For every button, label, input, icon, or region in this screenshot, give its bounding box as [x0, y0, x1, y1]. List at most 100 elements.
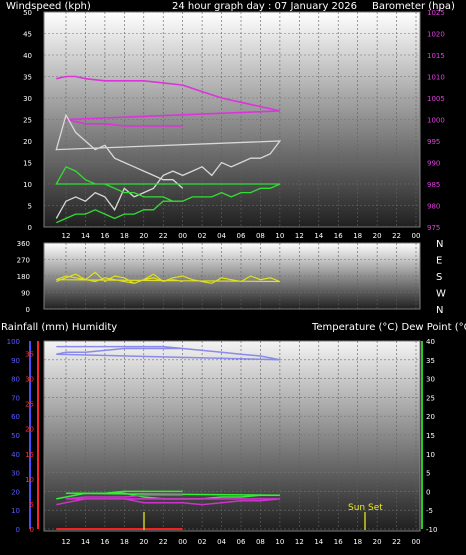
temperature-tick-label: -5: [426, 507, 433, 515]
humidity-tick-label: 30: [11, 470, 20, 478]
temperature-line: [56, 490, 280, 500]
time-tick-label: 00: [412, 232, 421, 240]
humidity-tick-label: 40: [11, 451, 20, 459]
time-tick-label: 02: [198, 538, 207, 546]
humidity-tick-label: 70: [11, 394, 20, 402]
time-tick-label: 10: [275, 538, 284, 546]
temperature-tick-label: 40: [426, 338, 435, 346]
time-tick-label: 16: [100, 538, 109, 546]
direction-tick-label: 0: [26, 306, 30, 314]
compass-label: N: [436, 239, 443, 250]
windspeed-tick-label: 35: [23, 74, 32, 82]
direction-tick-label: 360: [17, 240, 30, 248]
barometer-tick-label: 1005: [427, 95, 445, 103]
time-tick-label: 14: [314, 538, 323, 546]
time-tick-label: 22: [392, 538, 401, 546]
time-tick-label: 00: [412, 538, 421, 546]
barometer-tick-label: 1015: [427, 52, 445, 60]
time-tick-label: 20: [373, 538, 382, 546]
barometer-tick-label: 1020: [427, 31, 445, 39]
time-tick-label: 14: [314, 232, 323, 240]
time-tick-label: 08: [256, 232, 265, 240]
time-tick-label: 14: [81, 232, 90, 240]
chart-title: 24 hour graph day : 07 January 2026: [172, 1, 357, 12]
compass-label: E: [436, 256, 442, 267]
humidity-tick-label: 10: [11, 507, 20, 515]
compass-label: N: [436, 305, 443, 316]
temperature-tick-label: 35: [426, 357, 435, 365]
time-tick-label: 18: [120, 232, 129, 240]
windspeed-tick-label: 5: [28, 203, 32, 211]
rainfall-tick-label: 25: [25, 401, 34, 409]
windspeed-tick-label: 15: [23, 160, 32, 168]
windspeed-tick-label: 10: [23, 181, 32, 189]
dew-point-line: [56, 494, 280, 506]
time-tick-label: 04: [217, 232, 226, 240]
rainfall-tick-label: 35: [25, 351, 34, 359]
time-tick-label: 00: [178, 232, 187, 240]
compass-label: S: [436, 272, 442, 283]
time-tick-label: 18: [353, 538, 362, 546]
wind-gust-line: [55, 113, 282, 219]
humidity-tick-label: 0: [16, 526, 20, 534]
time-tick-label: 12: [62, 538, 71, 546]
windspeed-tick-label: 40: [23, 52, 32, 60]
time-tick-label: 14: [81, 538, 90, 546]
time-tick-label: 20: [139, 538, 148, 546]
time-tick-label: 10: [275, 232, 284, 240]
time-tick-label: 18: [120, 538, 129, 546]
rainfall-tick-label: 30: [25, 376, 34, 384]
temperature-tick-label: 0: [426, 488, 430, 496]
time-tick-label: 16: [334, 538, 343, 546]
windspeed-tick-label: 25: [23, 117, 32, 125]
top-left-axis-label: Windspeed (kph): [6, 1, 91, 12]
temperature-tick-label: 5: [426, 470, 430, 478]
time-tick-label: 16: [100, 232, 109, 240]
time-tick-label: 22: [159, 538, 168, 546]
rainfall-tick-label: 10: [25, 476, 34, 484]
compass-label: W: [436, 289, 446, 300]
time-tick-label: 12: [295, 538, 304, 546]
barometer-tick-label: 995: [427, 138, 440, 146]
top-right-axis-label: Barometer (hpa): [372, 1, 455, 12]
humidity-tick-label: 90: [11, 357, 20, 365]
time-tick-label: 12: [295, 232, 304, 240]
time-tick-label: 04: [217, 538, 226, 546]
rainfall-tick-label: 0: [30, 526, 34, 534]
time-tick-label: 00: [178, 538, 187, 546]
windspeed-tick-label: 45: [23, 31, 32, 39]
time-tick-label: 22: [159, 232, 168, 240]
rainfall-tick-label: 15: [25, 451, 34, 459]
barometer-tick-label: 1025: [427, 9, 445, 17]
humidity-tick-label: 80: [11, 376, 20, 384]
wind-direction-line: [56, 271, 281, 284]
barometer-tick-label: 990: [427, 160, 440, 168]
rainfall-tick-label: 20: [25, 426, 34, 434]
time-tick-label: 22: [392, 232, 401, 240]
time-tick-label: 08: [256, 538, 265, 546]
sunset-annotation: Sun Set: [348, 503, 383, 513]
temperature-tick-label: 10: [426, 451, 435, 459]
windspeed-tick-label: 20: [23, 138, 32, 146]
time-tick-label: 20: [139, 232, 148, 240]
temperature-tick-label: 15: [426, 432, 435, 440]
time-tick-label: 02: [198, 232, 207, 240]
time-tick-label: 20: [373, 232, 382, 240]
temperature-tick-label: 25: [426, 394, 435, 402]
bottom-right-axis-label: Temperature (°C) Dew Point (°C): [311, 322, 466, 333]
humidity-tick-label: 50: [11, 432, 20, 440]
windspeed-tick-label: 0: [28, 224, 32, 232]
windspeed-tick-label: 50: [23, 9, 32, 17]
windspeed-tick-label: 30: [23, 95, 32, 103]
time-tick-label: 06: [237, 232, 246, 240]
humidity-tick-label: 60: [11, 413, 20, 421]
direction-tick-label: 90: [21, 290, 30, 298]
direction-tick-label: 180: [17, 273, 30, 281]
barometer-tick-label: 975: [427, 224, 440, 232]
bottom-left-axis-label: Rainfall (mm) Humidity: [1, 322, 117, 333]
temperature-tick-label: -10: [426, 526, 437, 534]
time-tick-label: 06: [237, 538, 246, 546]
temperature-tick-label: 30: [426, 376, 435, 384]
time-tick-label: 16: [334, 232, 343, 240]
